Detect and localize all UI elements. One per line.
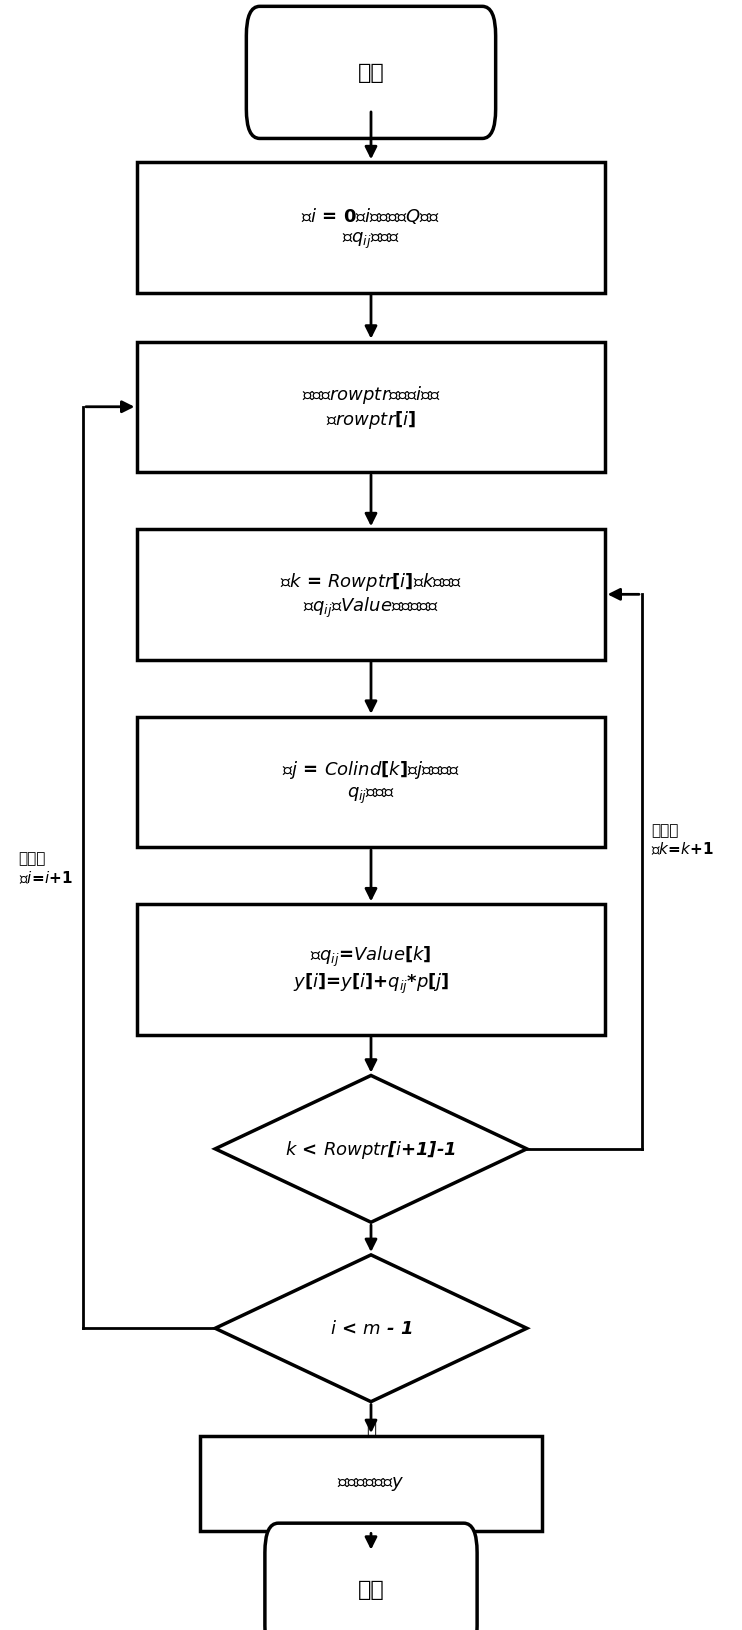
- Polygon shape: [215, 1076, 527, 1222]
- FancyBboxPatch shape: [265, 1522, 477, 1630]
- Text: 取$k$ = $\mathit{Rowptr}$[$i$]，$k$表示元
素$q_{ij}$在$\mathit{Value}$中的索引值: 取$k$ = $\mathit{Rowptr}$[$i$]，$k$表示元 素$q…: [280, 570, 462, 619]
- Text: 得到结果向量$y$: 得到结果向量$y$: [338, 1474, 404, 1493]
- Bar: [137, 342, 605, 473]
- Text: 则$q_{ij}$=$\mathit{Value}$[$k$]
$y$[$i$]=$y$[$i$]+$q_{ij}$*$p$[$j$]: 则$q_{ij}$=$\mathit{Value}$[$k$] $y$[$i$]…: [293, 944, 449, 996]
- Text: 令$i$ = 0，$i$表示矩阵$Q$中元
素$q_{ij}$所在行: 令$i$ = 0，$i$表示矩阵$Q$中元 素$q_{ij}$所在行: [301, 205, 441, 251]
- Bar: [200, 1436, 542, 1531]
- Bar: [137, 163, 605, 293]
- FancyBboxPatch shape: [246, 8, 496, 140]
- Text: 取$j$ = $\mathit{Colind}$[$k$]，$j$表示元素
$q_{ij}$所在列: 取$j$ = $\mathit{Colind}$[$k$]，$j$表示元素 $q…: [282, 760, 460, 805]
- Bar: [137, 905, 605, 1035]
- Text: $k$ < $\mathit{Rowptr}$[$i$+1]-1: $k$ < $\mathit{Rowptr}$[$i$+1]-1: [286, 1138, 456, 1161]
- Text: 若是，
令$i$=$i$+1: 若是， 令$i$=$i$+1: [19, 851, 72, 885]
- Text: $i$ < $m$ - 1: $i$ < $m$ - 1: [329, 1319, 413, 1338]
- Text: 否: 否: [366, 1418, 376, 1436]
- Bar: [137, 530, 605, 660]
- Bar: [137, 717, 605, 848]
- Text: 若是，
令$k$=$k$+1: 若是， 令$k$=$k$+1: [651, 822, 715, 857]
- Polygon shape: [215, 1255, 527, 1402]
- Text: 取数组$rowptr$中的第$i$个元
素$rowptr$[$i$]: 取数组$rowptr$中的第$i$个元 素$rowptr$[$i$]: [301, 385, 441, 430]
- Text: 开始: 开始: [358, 64, 384, 83]
- Text: 结束: 结束: [358, 1579, 384, 1599]
